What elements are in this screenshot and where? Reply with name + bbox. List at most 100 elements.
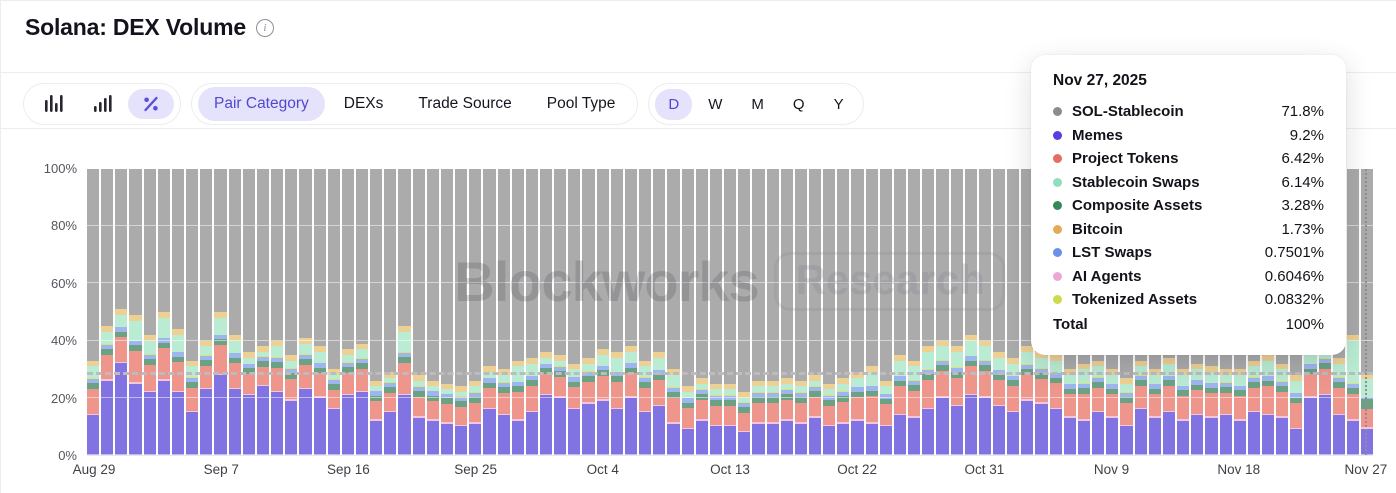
bar[interactable] <box>171 169 185 455</box>
bar-segment-composite-assets <box>752 396 765 403</box>
x-axis-tick: Sep 16 <box>327 462 370 477</box>
bar[interactable] <box>129 169 142 455</box>
bar-segment-composite-assets <box>908 384 921 391</box>
bar[interactable] <box>341 169 354 455</box>
bar-segment-project-tokens <box>426 401 439 420</box>
bar[interactable] <box>865 169 878 455</box>
bar[interactable] <box>313 169 326 455</box>
bar[interactable] <box>1007 169 1020 455</box>
bar[interactable] <box>922 169 935 455</box>
bar[interactable] <box>624 169 638 455</box>
ascending-bar-chart-icon[interactable] <box>79 89 125 119</box>
bar-segment-memes <box>851 420 864 455</box>
bar-segment-stablecoin-swaps <box>1233 374 1246 386</box>
bar[interactable] <box>780 169 793 455</box>
bar[interactable] <box>568 169 581 455</box>
bar-segment-lst-swaps <box>639 377 652 382</box>
bar[interactable] <box>384 169 397 455</box>
bar[interactable] <box>497 169 510 455</box>
bar[interactable] <box>879 169 892 455</box>
bar[interactable] <box>808 169 822 455</box>
bar-segment-stablecoin-swaps <box>624 352 638 363</box>
bar[interactable] <box>936 169 949 455</box>
bar[interactable] <box>271 169 284 455</box>
bar-segment-bitcoin <box>115 309 128 315</box>
bar[interactable] <box>681 169 694 455</box>
bar-segment-tokenized-assets <box>143 354 156 355</box>
bar[interactable] <box>440 169 454 455</box>
bar[interactable] <box>355 169 369 455</box>
bar[interactable] <box>851 169 864 455</box>
bar[interactable] <box>582 169 595 455</box>
bar[interactable] <box>540 169 553 455</box>
tab-dexs[interactable]: DEXs <box>343 95 384 112</box>
bar[interactable] <box>752 169 765 455</box>
bar[interactable] <box>256 169 270 455</box>
bar-segment-sol-stablecoin <box>624 169 638 347</box>
bar-segment-memes <box>624 397 638 455</box>
info-icon[interactable]: i <box>255 18 274 37</box>
bar-segment-tokenized-assets <box>879 393 892 395</box>
bar[interactable] <box>157 169 170 455</box>
bar[interactable] <box>370 169 383 455</box>
bar[interactable] <box>186 169 199 455</box>
bar[interactable] <box>412 169 425 455</box>
range-daily[interactable]: D <box>655 88 693 120</box>
bar[interactable] <box>455 169 468 455</box>
bar-segment-project-tokens <box>341 372 354 394</box>
range-yearly[interactable]: Y <box>833 95 844 113</box>
range-monthly[interactable]: M <box>751 95 764 113</box>
bar[interactable] <box>469 169 482 455</box>
bar[interactable] <box>639 169 652 455</box>
bar[interactable] <box>115 169 128 455</box>
bar-segment-lst-swaps <box>950 367 963 373</box>
bar-segment-lst-swaps <box>1021 364 1034 369</box>
bar[interactable] <box>299 169 312 455</box>
range-weekly[interactable]: W <box>708 95 723 113</box>
bar[interactable] <box>766 169 779 455</box>
bar-segment-memes <box>1007 412 1020 455</box>
bar[interactable] <box>709 169 723 455</box>
bar[interactable] <box>554 169 567 455</box>
tab-trade-source[interactable]: Trade Source <box>418 95 512 112</box>
bar[interactable] <box>738 169 751 455</box>
bar[interactable] <box>695 169 708 455</box>
bar[interactable] <box>978 169 991 455</box>
bar[interactable] <box>1361 169 1374 455</box>
bar[interactable] <box>525 169 538 455</box>
bar[interactable] <box>426 169 439 455</box>
bar-segment-sol-stablecoin <box>794 169 807 381</box>
bar[interactable] <box>285 169 298 455</box>
bar[interactable] <box>214 169 227 455</box>
bar[interactable] <box>143 169 156 455</box>
bar-segment-lst-swaps <box>1332 377 1345 383</box>
bar[interactable] <box>242 169 255 455</box>
bar[interactable] <box>1021 169 1034 455</box>
bar[interactable] <box>511 169 524 455</box>
bar[interactable] <box>893 169 907 455</box>
tab-pool-type[interactable]: Pool Type <box>546 95 616 112</box>
range-quarterly[interactable]: Q <box>792 95 805 113</box>
bar[interactable] <box>87 169 100 455</box>
percent-icon[interactable] <box>128 89 174 119</box>
bar-segment-composite-assets <box>1304 368 1317 375</box>
tab-pair-category[interactable]: Pair Category <box>198 87 325 121</box>
bar[interactable] <box>950 169 963 455</box>
bar[interactable] <box>794 169 807 455</box>
bar[interactable] <box>610 169 623 455</box>
bar-segment-tokenized-assets <box>624 362 638 364</box>
bar-segment-bitcoin <box>101 326 114 333</box>
bar[interactable] <box>1346 169 1360 455</box>
bar-segment-memes <box>313 397 326 455</box>
bar[interactable] <box>837 169 850 455</box>
bar[interactable] <box>200 169 213 455</box>
bar-chart-icon[interactable] <box>30 89 76 119</box>
bar[interactable] <box>398 169 411 455</box>
bar[interactable] <box>101 169 114 455</box>
bar[interactable] <box>596 169 609 455</box>
bar[interactable] <box>327 169 340 455</box>
bar[interactable] <box>483 169 496 455</box>
bar-segment-composite-assets <box>978 364 991 371</box>
bar[interactable] <box>228 169 241 455</box>
bar-segment-tokenized-assets <box>256 356 270 357</box>
